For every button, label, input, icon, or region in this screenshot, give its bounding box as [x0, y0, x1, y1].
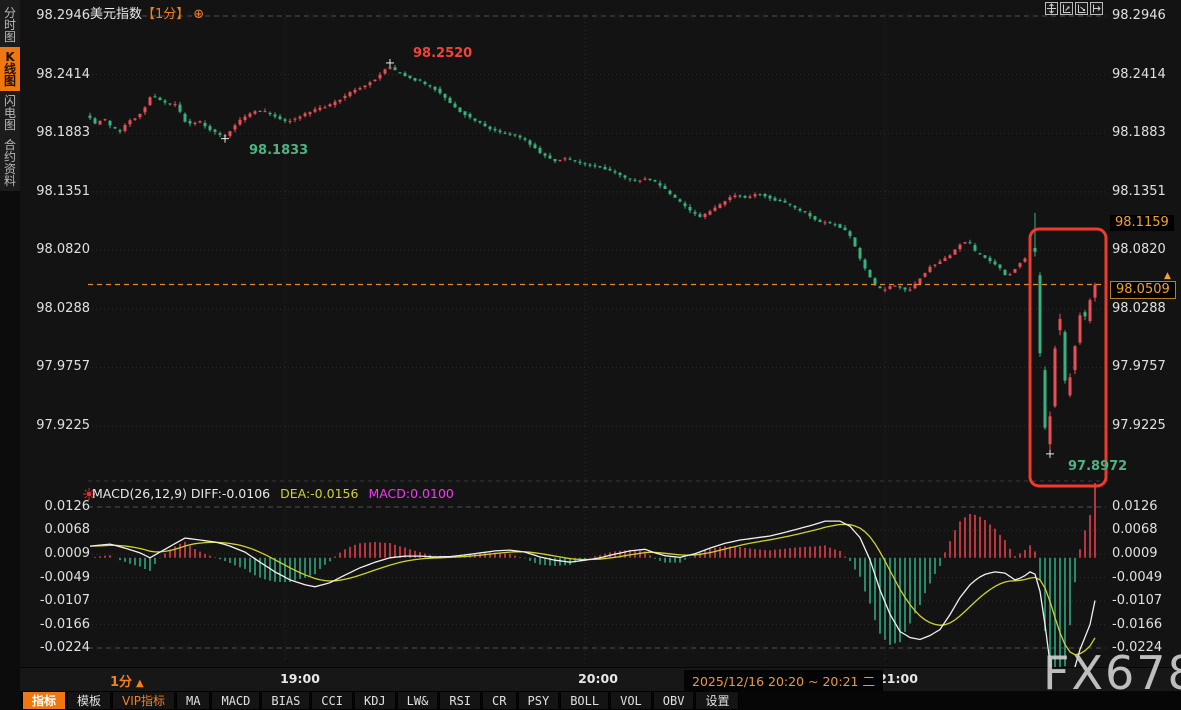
toolbar-button-VIP指标[interactable]: VIP指标 — [112, 691, 176, 710]
macd-tick-left: -0.0107 — [39, 592, 90, 608]
sidebar-item-char: 图 — [3, 74, 16, 88]
price-tick-left: 98.0820 — [36, 242, 90, 258]
price-annotation: 98.2520 — [413, 45, 473, 61]
toolbar-button-指标[interactable]: 指标 — [22, 691, 67, 710]
price-annotation: 97.8972 — [1068, 458, 1128, 474]
sidebar-item-1[interactable]: 分时图 — [0, 3, 20, 47]
move-chart-icon[interactable] — [1045, 2, 1058, 15]
x-axis-scale-icon[interactable] — [1075, 2, 1088, 15]
sidebar-item-char: 图 — [3, 118, 16, 132]
toolbar-button-MACD[interactable]: MACD — [211, 691, 261, 710]
chart-root: 美元指数【1分】 ⊕ 98.2946 98.2414 98.1883 98.1351 98… — [20, 0, 1181, 710]
macd-tick-right: -0.0166 — [1112, 616, 1163, 632]
candle-range-tooltip: 2025/12/16 20:20 ~ 20:21 二 — [684, 670, 883, 691]
time-tick: 19:00 — [280, 671, 320, 686]
price-tick-right: 98.0288 — [1112, 300, 1166, 316]
macd-tick-right: 0.0009 — [1112, 546, 1158, 562]
macd-tick-left: -0.0224 — [39, 640, 90, 655]
sidebar-item-char: 电 — [3, 106, 16, 120]
sidebar-item-char: 资 — [3, 162, 16, 176]
price-tick-right: 97.9225 — [1112, 418, 1166, 433]
toolbar-button-CCI[interactable]: CCI — [311, 691, 353, 710]
dropdown-up-icon: ▲ — [136, 678, 144, 689]
toolbar-button-MA[interactable]: MA — [176, 691, 211, 710]
chart-tool-icons — [1045, 2, 1103, 15]
macd-tick-right: -0.0224 — [1112, 640, 1163, 655]
price-tick-right: 97.9757 — [1112, 359, 1166, 375]
macd-value: MACD:0.0100 — [368, 486, 454, 501]
sidebar-item-3[interactable]: 闪电图 — [0, 91, 20, 135]
chart-header: 美元指数【1分】 ⊕ — [90, 3, 204, 22]
macd-tick-left: 0.0126 — [44, 499, 91, 514]
price-tick-left: 98.2946 — [36, 8, 90, 23]
sidebar-item-4[interactable]: 合约资料 — [0, 135, 20, 191]
sidebar-item-char: 图 — [3, 30, 16, 44]
macd-tick-left: -0.0166 — [39, 616, 90, 632]
time-tick: 20:00 — [578, 671, 618, 686]
macd-tick-right: 0.0126 — [1112, 499, 1158, 514]
price-tick-left: 98.2414 — [36, 66, 90, 82]
macd-params-and-diff: MACD(26,12,9) DIFF:-0.0106 — [92, 486, 271, 501]
price-tick-right: 98.1883 — [1112, 125, 1166, 141]
price-up-arrow-icon: ▲ — [1164, 271, 1171, 281]
price-tick-right: 98.0820 — [1112, 242, 1166, 258]
toolbar-button-PSY[interactable]: PSY — [517, 691, 560, 710]
watermark: FX678 — [1043, 646, 1181, 700]
toolbar-button-VOL[interactable]: VOL — [610, 691, 652, 710]
range-high-label: 98.1159 — [1110, 215, 1174, 231]
sidebar-item-char: 料 — [3, 174, 16, 188]
toolbar-button-模板[interactable]: 模板 — [67, 691, 112, 710]
time-tick: 21:00 — [878, 671, 918, 686]
toolbar-button-设置[interactable]: 设置 — [695, 691, 740, 710]
current-price-label: 98.0509 — [1110, 281, 1176, 299]
price-tick-left: 98.1351 — [36, 183, 90, 199]
macd-tick-right: -0.0049 — [1112, 569, 1163, 585]
macd-dea-value: DEA:-0.0156 — [280, 486, 359, 501]
price-tick-right: 98.2946 — [1112, 8, 1166, 23]
price-annotation: 98.1833 — [249, 142, 309, 158]
reset-view-icon[interactable] — [1090, 2, 1103, 15]
toolbar-button-OBV[interactable]: OBV — [652, 691, 695, 710]
macd-tick-left: -0.0049 — [39, 569, 90, 585]
price-tick-right: 98.1351 — [1112, 183, 1166, 199]
toolbar-button-LW&[interactable]: LW& — [396, 691, 439, 710]
sidebar-item-char: 线 — [3, 62, 16, 76]
toolbar-button-CR[interactable]: CR — [482, 691, 517, 710]
sidebar-item-char: 闪 — [3, 94, 16, 108]
instrument-title: 美元指数 — [90, 7, 143, 22]
price-tick-left: 97.9225 — [36, 418, 90, 433]
sidebar-item-char: 分 — [3, 6, 16, 20]
sidebar-item-char: 合 — [3, 138, 16, 152]
price-tick-left: 98.1883 — [36, 125, 90, 141]
price-tick-right: 98.2414 — [1112, 66, 1166, 82]
macd-tick-right: -0.0107 — [1112, 592, 1163, 608]
price-tick-left: 98.0288 — [36, 300, 90, 316]
expand-icon[interactable]: ⊕ — [193, 7, 205, 22]
sidebar-item-char: 约 — [3, 150, 16, 164]
time-axis-row: 1分 ▲ 19:00 20:00 21:00 2025/12/16 20:20 ~ 2… — [20, 667, 1181, 692]
period-tag: 【1分】 — [142, 7, 190, 22]
toolbar-button-BIAS[interactable]: BIAS — [261, 691, 311, 710]
macd-tick-right: 0.0068 — [1112, 522, 1158, 538]
period-selector[interactable]: 1分 ▲ — [110, 675, 144, 690]
sidebar-item-char: 时 — [3, 18, 16, 32]
indicator-marker-icon[interactable] — [82, 486, 96, 505]
toolbar-button-KDJ[interactable]: KDJ — [353, 691, 396, 710]
y-axis-scale-icon[interactable] — [1060, 2, 1073, 15]
toolbar-button-RSI[interactable]: RSI — [439, 691, 482, 710]
macd-tick-left: 0.0068 — [44, 522, 91, 538]
macd-tick-left: 0.0009 — [44, 546, 91, 562]
toolbar-button-BOLL[interactable]: BOLL — [560, 691, 610, 710]
macd-readout: MACD(26,12,9) DIFF:-0.0106 DEA:-0.0156 MAC… — [92, 486, 454, 501]
price-tick-left: 97.9757 — [36, 359, 90, 375]
indicator-toolbar: 指标 模板 VIP指标 MA MACD BIAS CCI KDJ LW& RSI CR PSY BOLL… — [20, 691, 1181, 710]
sidebar-item-char: K — [5, 50, 15, 64]
